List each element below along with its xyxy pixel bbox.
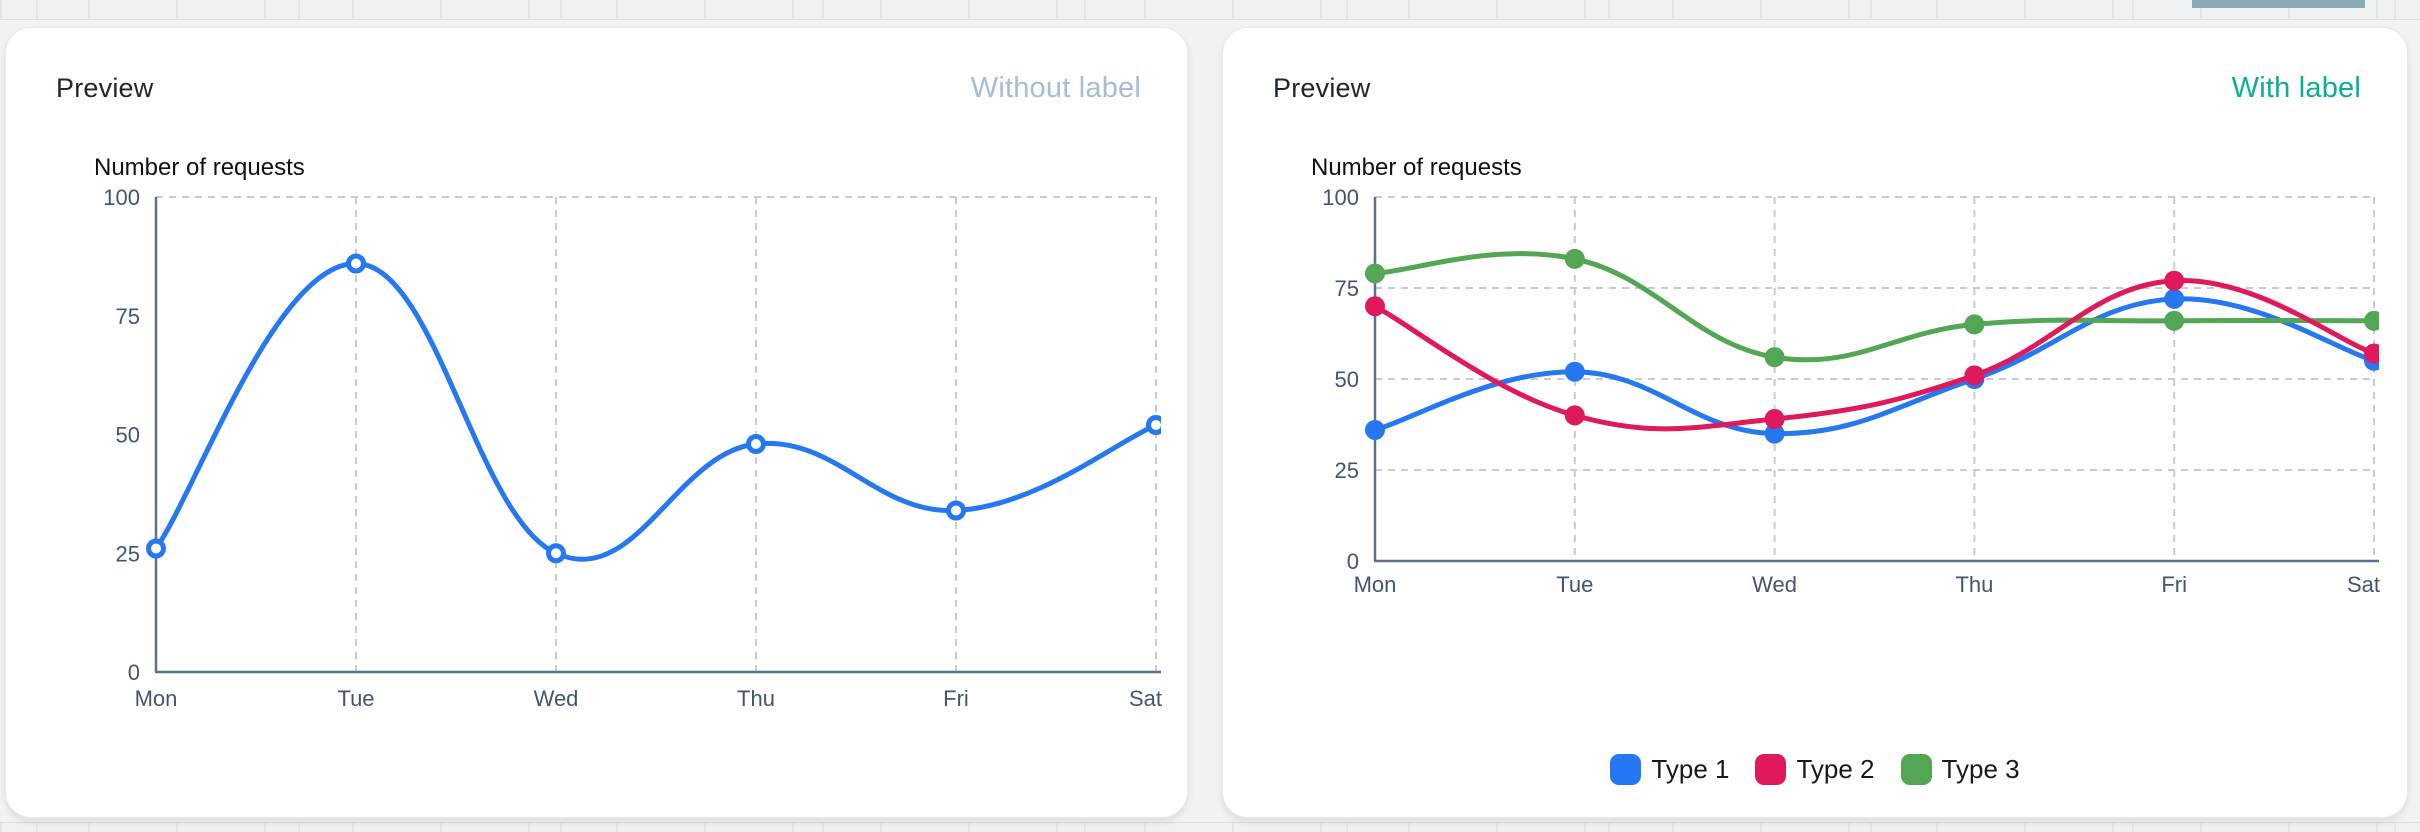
legend-label: Type 3 — [1941, 754, 2020, 784]
data-point-marker — [1764, 347, 1785, 368]
data-point-marker — [1564, 248, 1585, 269]
line-chart-with-label: 0 25 50 75 100 Mon Tue Wed Thu Fri Sat — [1322, 185, 2380, 597]
y-tick-label: 0 — [1347, 549, 1359, 574]
x-tick-label: Mon — [1354, 572, 1397, 597]
legend-label: Type 1 — [1651, 754, 1730, 784]
chart-legend: Type 1 Type 2 Type 3 — [1223, 754, 2407, 785]
data-point-marker — [1964, 314, 1985, 335]
data-point-marker — [1564, 361, 1585, 382]
line-series-type-3 — [1372, 251, 2377, 363]
card-title: Preview — [56, 73, 154, 103]
y-tick-label: 50 — [116, 423, 140, 448]
y-tick-label: 0 — [128, 660, 140, 685]
y-tick-label: 75 — [116, 304, 140, 329]
series-group — [146, 253, 1161, 564]
x-tick-label: Thu — [1955, 572, 1993, 597]
y-tick-label: 25 — [116, 541, 140, 566]
legend-item-type-2[interactable]: Type 2 — [1755, 754, 1875, 785]
data-point-marker — [2364, 310, 2379, 331]
data-point-marker — [1365, 263, 1385, 284]
preview-card-with-label: Preview With label Number of requests 0 2… — [1222, 27, 2408, 818]
legend-swatch — [1610, 754, 1642, 785]
preview-card-without-label: Preview Without label Number of requests… — [5, 27, 1188, 818]
legend-item-type-1[interactable]: Type 1 — [1610, 754, 1729, 785]
line-series-number-of-requests — [153, 260, 1159, 562]
line-series-type-2 — [1372, 278, 2377, 432]
y-tick-label: 50 — [1335, 367, 1359, 392]
data-point-marker — [546, 543, 566, 564]
data-point-marker — [1764, 423, 1785, 444]
data-point-marker — [1146, 415, 1161, 435]
y-tick-label: 25 — [1335, 458, 1359, 483]
card-header: Preview Without label — [56, 72, 1141, 105]
x-tick-label: Fri — [943, 686, 969, 711]
line-series-type-1 — [1372, 296, 2377, 437]
card-variant-label: Without label — [970, 72, 1141, 104]
card-variant-label: With label — [2231, 72, 2361, 104]
data-point-marker — [146, 538, 166, 559]
x-tick-label: Thu — [737, 686, 775, 711]
data-point-marker — [746, 434, 766, 454]
data-point-marker — [2364, 343, 2379, 364]
x-tick-label: Tue — [1556, 572, 1593, 597]
background-accent-bar — [2192, 0, 2365, 8]
series-group — [1365, 248, 2379, 444]
x-tick-label: Wed — [1752, 572, 1797, 597]
background-grid-top — [0, 0, 2420, 20]
data-point-marker — [1764, 409, 1785, 430]
data-point-marker — [1564, 405, 1585, 426]
data-point-marker — [1365, 296, 1385, 317]
y-tick-label: 100 — [1322, 185, 1359, 210]
x-tick-label: Sat — [1129, 686, 1162, 711]
data-point-marker — [2164, 288, 2185, 309]
x-tick-label: Mon — [135, 686, 178, 711]
data-point-marker — [1365, 419, 1385, 440]
data-point-marker — [1964, 365, 1985, 386]
legend-swatch — [1755, 754, 1787, 785]
x-tick-label: Wed — [534, 686, 579, 711]
y-tick-label: 100 — [103, 185, 140, 210]
x-tick-label: Sat — [2347, 572, 2380, 597]
data-point-marker — [946, 500, 966, 521]
data-point-marker — [2164, 270, 2185, 291]
legend-label: Type 2 — [1796, 754, 1875, 784]
chart-title: Number of requests — [94, 154, 305, 181]
legend-swatch — [1900, 754, 1932, 785]
chart-title: Number of requests — [1311, 154, 1522, 181]
data-point-marker — [2164, 310, 2185, 331]
x-tick-label: Tue — [337, 686, 374, 711]
background-grid-bottom — [0, 822, 2420, 832]
data-point-marker — [346, 253, 366, 274]
x-tick-label: Fri — [2161, 572, 2187, 597]
y-tick-label: 75 — [1335, 276, 1359, 301]
card-header: Preview With label — [1273, 72, 2361, 105]
legend-item-type-3[interactable]: Type 3 — [1900, 754, 2020, 785]
card-title: Preview — [1273, 73, 1371, 103]
line-chart-without-label: 0 25 50 75 100 Mon Tue Wed Thu Fri Sat — [103, 185, 1162, 711]
